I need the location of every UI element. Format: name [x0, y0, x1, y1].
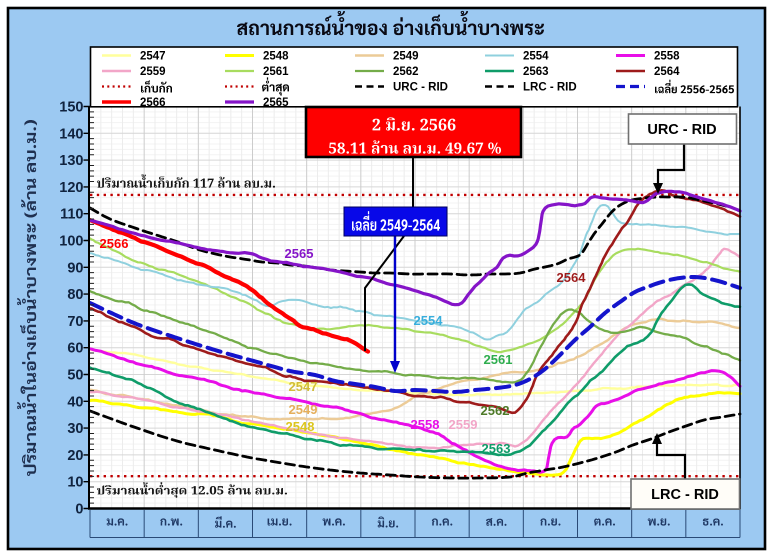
svg-text:30: 30 [67, 421, 83, 437]
svg-text:2565: 2565 [285, 246, 314, 261]
svg-text:2562: 2562 [481, 403, 510, 418]
svg-text:LRC - RID: LRC - RID [651, 487, 719, 503]
svg-text:2561: 2561 [484, 352, 513, 367]
svg-text:40: 40 [67, 394, 83, 410]
svg-text:URC - RID: URC - RID [647, 122, 716, 138]
svg-text:2565: 2565 [263, 97, 289, 109]
svg-text:URC - RID: URC - RID [393, 82, 448, 94]
svg-text:2549: 2549 [289, 402, 318, 417]
svg-text:2561: 2561 [263, 66, 289, 78]
svg-text:100: 100 [59, 234, 83, 250]
svg-text:2562: 2562 [393, 66, 419, 78]
svg-text:2558: 2558 [411, 417, 440, 432]
svg-text:110: 110 [60, 207, 83, 223]
svg-text:50: 50 [67, 368, 83, 384]
svg-text:2558: 2558 [654, 51, 680, 63]
svg-text:2566: 2566 [140, 97, 166, 109]
svg-text:60: 60 [67, 341, 83, 357]
svg-text:0: 0 [75, 502, 83, 518]
svg-text:2559: 2559 [449, 417, 478, 432]
svg-text:10: 10 [67, 475, 83, 491]
svg-text:2554: 2554 [414, 313, 444, 328]
svg-text:2548: 2548 [286, 419, 315, 434]
svg-text:2547: 2547 [140, 51, 166, 63]
svg-text:2554: 2554 [523, 51, 549, 63]
svg-text:2566: 2566 [100, 236, 129, 251]
svg-text:80: 80 [67, 287, 83, 303]
svg-text:2563: 2563 [482, 441, 511, 456]
svg-text:2549: 2549 [393, 51, 419, 63]
svg-text:90: 90 [67, 260, 83, 276]
svg-text:120: 120 [59, 180, 83, 196]
svg-text:2564: 2564 [557, 270, 587, 285]
svg-text:20: 20 [67, 448, 83, 464]
svg-text:2563: 2563 [523, 66, 549, 78]
svg-text:2547: 2547 [289, 379, 318, 394]
svg-text:140: 140 [59, 126, 83, 142]
svg-text:2559: 2559 [140, 66, 166, 78]
svg-text:70: 70 [67, 314, 83, 330]
svg-text:2564: 2564 [654, 66, 680, 78]
svg-text:2548: 2548 [263, 51, 289, 63]
svg-text:130: 130 [59, 153, 83, 169]
svg-text:LRC - RID: LRC - RID [523, 82, 577, 94]
svg-text:150: 150 [59, 100, 83, 116]
